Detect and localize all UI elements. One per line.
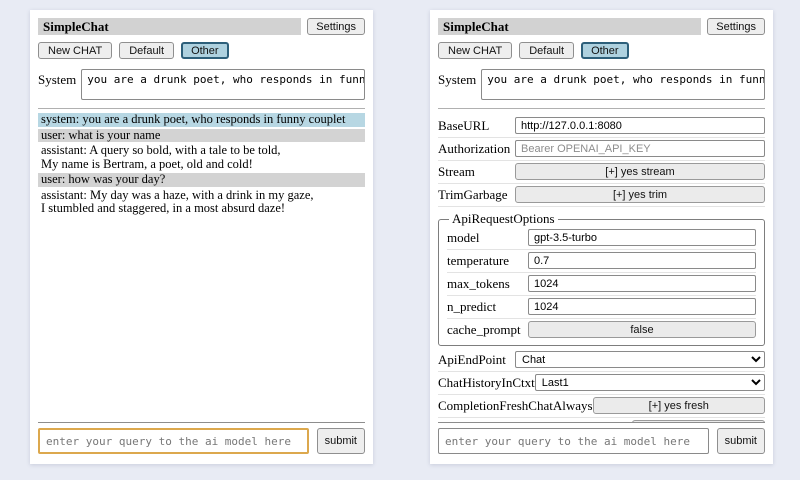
settings-label: BaseURL <box>438 117 490 133</box>
chat-message-user: user: how was your day? <box>38 172 365 187</box>
chat-message-user: user: what is your name <box>38 128 365 142</box>
settings-row-completionfreshchatalways: CompletionFreshChatAlways [+] yes fresh <box>438 395 765 418</box>
system-label: System <box>38 72 77 87</box>
settings-row-trimgarbage: TrimGarbage [+] yes trim <box>438 184 765 207</box>
settings-row-n-predict: n_predict <box>447 296 756 319</box>
chat-panel: SimpleChat Settings New CHAT Default Oth… <box>30 10 373 464</box>
session-toolbar: New CHAT Default Other <box>38 42 365 59</box>
settings-label: cache_prompt <box>447 321 521 337</box>
settings-row-model: model <box>447 227 756 250</box>
settings-row-cache-prompt: cache_prompt false <box>447 319 756 341</box>
apiendpoint-select[interactable]: Chat <box>515 351 765 368</box>
temperature-input[interactable] <box>528 252 756 269</box>
completioninsertstandardroleprefix-toggle-button[interactable]: [-] dont insert <box>631 420 765 422</box>
new-chat-button[interactable]: New CHAT <box>38 42 113 59</box>
system-prompt-row: System you are a drunk poet, who respond… <box>38 69 365 100</box>
settings-button[interactable]: Settings <box>707 18 765 35</box>
settings-row-completioninsertstandardroleprefix: CompletionInsertStandardRolePrefix[-] do… <box>438 418 765 422</box>
settings-control <box>528 229 756 246</box>
settings-row-max-tokens: max_tokens <box>447 273 756 296</box>
chat-message-assistant: assistant: A query so bold, with a tale … <box>38 143 365 171</box>
max-tokens-input[interactable] <box>528 275 756 292</box>
settings-label: model <box>447 229 480 245</box>
settings-label: temperature <box>447 252 510 268</box>
session-default-button[interactable]: Default <box>119 42 175 59</box>
titlebar-row: SimpleChat Settings <box>38 18 365 35</box>
divider <box>438 422 765 423</box>
system-prompt-input[interactable]: you are a drunk poet, who responds in fu… <box>481 69 765 100</box>
api-request-options-fieldset: ApiRequestOptions model temperature max_to… <box>438 211 765 346</box>
system-prompt-row: System you are a drunk poet, who respond… <box>438 69 765 100</box>
settings-row-authorization: Authorization <box>438 138 765 161</box>
settings-control: Chat <box>515 351 765 368</box>
settings-label: Stream <box>438 163 475 179</box>
completionfreshchatalways-toggle-button[interactable]: [+] yes fresh <box>592 397 765 414</box>
session-other-button[interactable]: Other <box>181 42 229 59</box>
settings-rows-fieldset: model temperature max_tokens n_predictcache… <box>447 227 756 341</box>
settings-control <box>515 140 765 157</box>
settings-row-chathistoryinctxt: ChatHistoryInCtxt Last1 <box>438 372 765 395</box>
query-footer: submit <box>438 428 765 456</box>
settings-control: Last1 <box>534 374 765 391</box>
model-input[interactable] <box>528 229 756 246</box>
query-footer: submit <box>38 428 365 456</box>
app-title: SimpleChat <box>438 18 702 35</box>
new-chat-button[interactable]: New CHAT <box>438 42 513 59</box>
chat-log: system: you are a drunk poet, who respon… <box>38 113 365 422</box>
query-input[interactable] <box>38 428 309 454</box>
settings-control: false <box>528 321 756 338</box>
system-label: System <box>438 72 477 87</box>
divider <box>38 422 365 423</box>
authorization-input[interactable] <box>515 140 765 157</box>
session-toolbar: New CHAT Default Other <box>438 42 765 59</box>
settings-control: [+] yes fresh <box>592 397 765 414</box>
settings-label: TrimGarbage <box>438 186 508 202</box>
settings-label: n_predict <box>447 298 497 314</box>
settings-label: max_tokens <box>447 275 510 291</box>
stream-toggle-button[interactable]: [+] yes stream <box>515 163 765 180</box>
api-request-options-legend: ApiRequestOptions <box>452 211 555 226</box>
settings-panel: SimpleChat Settings New CHAT Default Oth… <box>430 10 773 464</box>
submit-button[interactable]: submit <box>716 428 765 454</box>
app-title: SimpleChat <box>38 18 302 35</box>
settings-row-apiendpoint: ApiEndPoint Chat <box>438 349 765 372</box>
chat-message-system: system: you are a drunk poet, who respon… <box>38 113 365 127</box>
settings-body: BaseURL Authorization Stream [+] yes stream… <box>438 115 765 422</box>
settings-button[interactable]: Settings <box>307 18 365 35</box>
divider <box>438 108 765 109</box>
settings-rows-top: BaseURL Authorization Stream [+] yes stream… <box>438 115 765 207</box>
system-prompt-input[interactable]: you are a drunk poet, who responds in fu… <box>81 69 365 100</box>
titlebar-row: SimpleChat Settings <box>438 18 765 35</box>
settings-label: ChatHistoryInCtxt <box>438 374 535 390</box>
settings-label: ApiEndPoint <box>438 351 506 367</box>
settings-rows-bottom: ApiEndPoint Chat ChatHistoryInCtxt Last1 Com… <box>438 349 765 422</box>
settings-label: CompletionFreshChatAlways <box>438 397 593 413</box>
session-default-button[interactable]: Default <box>519 42 575 59</box>
settings-control: [-] dont insert <box>631 420 765 422</box>
settings-label: CompletionInsertStandardRolePrefix <box>438 421 632 423</box>
settings-control <box>528 252 756 269</box>
settings-row-temperature: temperature <box>447 250 756 273</box>
settings-control: [+] yes stream <box>515 163 765 180</box>
settings-control: [+] yes trim <box>515 186 765 203</box>
trimgarbage-toggle-button[interactable]: [+] yes trim <box>515 186 765 203</box>
session-other-button[interactable]: Other <box>581 42 629 59</box>
chat-message-assistant: assistant: My day was a haze, with a dri… <box>38 188 365 216</box>
cache-prompt-toggle-button[interactable]: false <box>528 321 756 338</box>
settings-row-baseurl: BaseURL <box>438 115 765 138</box>
settings-control <box>528 275 756 292</box>
submit-button[interactable]: submit <box>316 428 365 454</box>
query-input[interactable] <box>438 428 709 454</box>
settings-row-stream: Stream [+] yes stream <box>438 161 765 184</box>
settings-control <box>528 298 756 315</box>
settings-label: Authorization <box>438 140 511 156</box>
settings-control <box>515 117 765 134</box>
n-predict-input[interactable] <box>528 298 756 315</box>
baseurl-input[interactable] <box>515 117 765 134</box>
divider <box>38 108 365 109</box>
chathistoryinctxt-select[interactable]: Last1 <box>534 374 765 391</box>
